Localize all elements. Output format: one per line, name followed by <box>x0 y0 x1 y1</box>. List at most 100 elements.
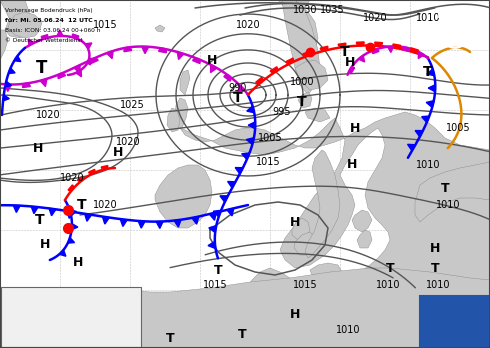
Polygon shape <box>210 213 216 220</box>
Text: 1010: 1010 <box>436 200 460 210</box>
Polygon shape <box>352 210 372 232</box>
Polygon shape <box>23 83 30 88</box>
Text: T: T <box>238 329 246 341</box>
Polygon shape <box>72 224 78 230</box>
Polygon shape <box>68 238 74 243</box>
Polygon shape <box>285 0 318 62</box>
Text: 1025: 1025 <box>120 100 145 110</box>
Text: für: Mi. 05.06.24  12 UTC: für: Mi. 05.06.24 12 UTC <box>5 18 93 23</box>
Polygon shape <box>427 69 435 76</box>
Polygon shape <box>31 206 38 214</box>
Polygon shape <box>159 48 166 53</box>
Polygon shape <box>357 230 372 248</box>
Polygon shape <box>57 30 63 36</box>
Polygon shape <box>177 52 184 60</box>
Text: 990: 990 <box>229 83 247 93</box>
Polygon shape <box>228 181 236 188</box>
Polygon shape <box>120 219 127 227</box>
Polygon shape <box>213 210 221 217</box>
Polygon shape <box>220 196 228 202</box>
Polygon shape <box>286 58 294 64</box>
Polygon shape <box>167 108 180 132</box>
Text: 1020: 1020 <box>36 110 60 120</box>
Polygon shape <box>101 166 108 169</box>
Polygon shape <box>408 144 416 151</box>
Bar <box>420 296 488 346</box>
Polygon shape <box>142 47 149 54</box>
Text: 1020: 1020 <box>363 13 387 23</box>
Polygon shape <box>393 44 401 48</box>
Polygon shape <box>73 34 79 38</box>
Polygon shape <box>5 81 11 87</box>
Polygon shape <box>155 165 212 228</box>
Polygon shape <box>418 52 424 58</box>
Text: 1015: 1015 <box>293 280 318 290</box>
Text: 1035: 1035 <box>319 5 344 15</box>
Polygon shape <box>256 77 263 84</box>
Polygon shape <box>0 0 8 60</box>
Polygon shape <box>8 68 15 73</box>
Text: T: T <box>36 59 48 77</box>
Polygon shape <box>356 42 364 46</box>
Text: T: T <box>233 91 243 105</box>
Text: T: T <box>441 182 449 195</box>
Polygon shape <box>59 250 66 256</box>
Polygon shape <box>70 210 76 216</box>
Polygon shape <box>58 73 65 79</box>
Polygon shape <box>0 0 30 25</box>
Text: 1000: 1000 <box>290 77 314 87</box>
Text: H: H <box>350 121 360 134</box>
Text: T: T <box>340 45 350 59</box>
Polygon shape <box>375 42 383 46</box>
Polygon shape <box>415 130 423 137</box>
Text: H: H <box>345 55 355 69</box>
Polygon shape <box>85 43 92 49</box>
Text: 1005: 1005 <box>258 133 282 143</box>
Polygon shape <box>247 106 254 113</box>
Polygon shape <box>227 208 234 216</box>
Text: 1020: 1020 <box>60 173 84 183</box>
Polygon shape <box>235 168 243 174</box>
Text: 1010: 1010 <box>416 13 440 23</box>
Polygon shape <box>270 67 277 73</box>
Text: H: H <box>290 215 300 229</box>
Text: 1010: 1010 <box>426 280 450 290</box>
Polygon shape <box>421 116 429 122</box>
Text: T: T <box>297 95 307 109</box>
Polygon shape <box>138 221 145 228</box>
Polygon shape <box>106 51 113 59</box>
Text: T: T <box>35 213 45 227</box>
Text: 1020: 1020 <box>93 200 117 210</box>
Polygon shape <box>77 176 83 181</box>
Polygon shape <box>124 47 132 52</box>
Polygon shape <box>40 79 47 87</box>
Text: T: T <box>386 261 394 275</box>
Polygon shape <box>403 47 409 51</box>
Text: 1015: 1015 <box>203 280 227 290</box>
Text: H: H <box>430 242 440 254</box>
Polygon shape <box>428 85 435 92</box>
Polygon shape <box>224 75 231 81</box>
Text: DWD: DWD <box>437 8 471 22</box>
Text: T: T <box>77 198 87 212</box>
Text: 1015: 1015 <box>93 20 117 30</box>
Polygon shape <box>349 68 355 73</box>
Polygon shape <box>49 208 56 216</box>
Polygon shape <box>192 217 199 224</box>
Polygon shape <box>305 150 340 258</box>
Polygon shape <box>5 18 32 38</box>
Polygon shape <box>67 211 74 219</box>
Polygon shape <box>278 0 310 12</box>
Polygon shape <box>41 34 48 39</box>
Polygon shape <box>28 39 34 46</box>
Polygon shape <box>76 70 81 77</box>
Text: 1005: 1005 <box>446 123 470 133</box>
Polygon shape <box>298 92 312 108</box>
Polygon shape <box>102 216 109 224</box>
FancyBboxPatch shape <box>1 287 141 347</box>
Text: H: H <box>290 308 300 322</box>
Polygon shape <box>292 218 310 240</box>
Polygon shape <box>294 232 315 255</box>
Text: 1015: 1015 <box>256 157 280 167</box>
Polygon shape <box>303 51 310 56</box>
